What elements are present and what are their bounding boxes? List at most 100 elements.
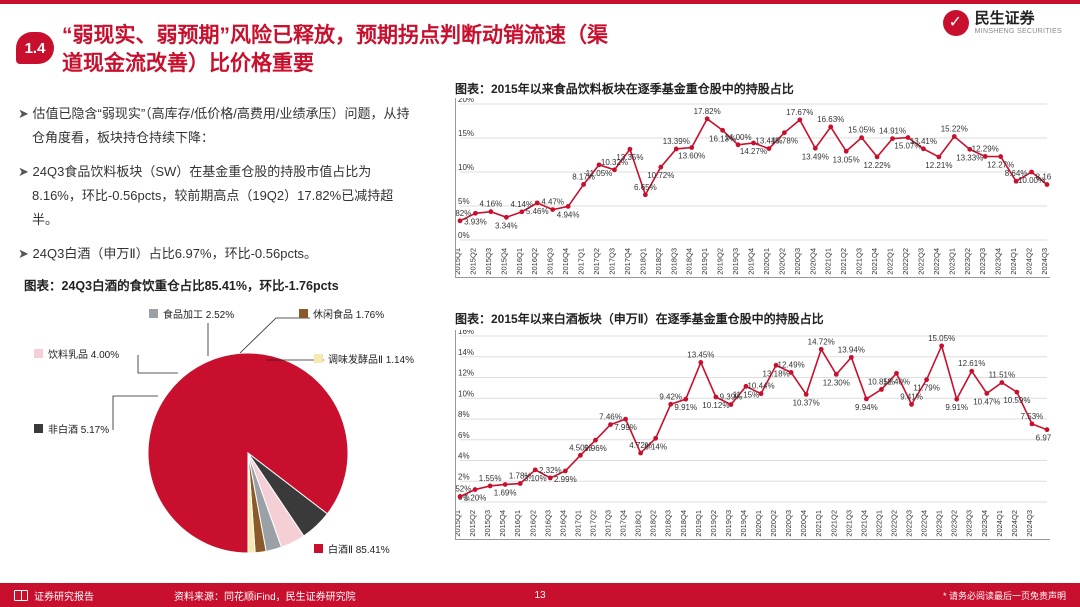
svg-text:17.67%: 17.67%: [786, 108, 813, 117]
svg-text:2022Q4: 2022Q4: [920, 510, 929, 537]
svg-text:2020Q3: 2020Q3: [793, 248, 802, 275]
svg-text:14.27%: 14.27%: [740, 147, 767, 156]
svg-text:4%: 4%: [458, 452, 470, 461]
svg-text:2021Q4: 2021Q4: [859, 510, 868, 537]
line-chart-baijiu: 0%2%4%6%8%10%12%14%16%0.52%1.20%1.55%1.6…: [455, 330, 1050, 540]
svg-text:2020Q1: 2020Q1: [754, 510, 763, 537]
svg-text:2021Q4: 2021Q4: [870, 248, 879, 275]
svg-text:2021Q1: 2021Q1: [824, 248, 833, 275]
svg-text:2016Q3: 2016Q3: [543, 510, 552, 537]
svg-text:2018Q4: 2018Q4: [679, 510, 688, 537]
svg-text:2016Q1: 2016Q1: [515, 248, 524, 275]
svg-text:2018Q2: 2018Q2: [649, 510, 658, 537]
svg-text:12.61%: 12.61%: [958, 359, 985, 368]
svg-text:6.14%: 6.14%: [644, 442, 667, 451]
bullet-item: 估值已隐含“弱现实”（高库存/低价格/高费用/业绩承压）问题，从持仓角度看，板块…: [18, 102, 418, 150]
svg-text:2019Q4: 2019Q4: [739, 510, 748, 537]
chart2-title: 图表：2015年以来白酒板块（申万Ⅱ）在逐季基金重仓股中的持股占比: [455, 310, 824, 327]
bullet-item: 24Q3白酒（申万Ⅱ）占比6.97%，环比-0.56pcts。: [18, 242, 418, 266]
svg-text:12.49%: 12.49%: [778, 360, 805, 369]
svg-text:2019Q3: 2019Q3: [731, 248, 740, 275]
svg-text:15.78%: 15.78%: [771, 137, 798, 146]
svg-text:2019Q1: 2019Q1: [700, 248, 709, 275]
brand-sub: MINSHENG SECURITIES: [975, 28, 1062, 35]
svg-text:2020Q4: 2020Q4: [808, 248, 817, 275]
svg-text:1.69%: 1.69%: [494, 488, 517, 497]
svg-text:12.27%: 12.27%: [987, 161, 1014, 170]
section-number-badge: 1.4: [16, 32, 54, 64]
svg-text:2019Q1: 2019Q1: [694, 510, 703, 537]
svg-text:13.33%: 13.33%: [956, 153, 983, 162]
svg-text:10.12%: 10.12%: [702, 401, 729, 410]
svg-text:9.94%: 9.94%: [855, 403, 878, 412]
svg-text:15.22%: 15.22%: [941, 125, 968, 134]
svg-text:2021Q3: 2021Q3: [844, 510, 853, 537]
svg-text:3.34%: 3.34%: [495, 221, 518, 230]
footer-page-number: 13: [534, 590, 545, 601]
svg-text:2022Q1: 2022Q1: [874, 510, 883, 537]
footer-disclaimer: * 请务必阅读最后一页免责声明: [943, 589, 1066, 602]
svg-text:2022Q1: 2022Q1: [886, 248, 895, 275]
svg-text:非白酒 5.17%: 非白酒 5.17%: [48, 423, 109, 436]
top-accent-bar: [0, 0, 1080, 4]
svg-text:2015Q4: 2015Q4: [498, 510, 507, 537]
svg-text:9.42%: 9.42%: [659, 392, 682, 401]
svg-text:2022Q4: 2022Q4: [932, 248, 941, 275]
svg-text:10%: 10%: [458, 389, 474, 398]
brand-logo: 民生证券 MINSHENG SECURITIES: [943, 10, 1062, 36]
svg-text:2018Q1: 2018Q1: [634, 510, 643, 537]
svg-text:2018Q2: 2018Q2: [654, 248, 663, 275]
svg-text:12%: 12%: [458, 369, 474, 378]
svg-text:2023Q1: 2023Q1: [947, 248, 956, 275]
line-chart-food-beverage: 0%5%10%15%20%2.82%3.93%4.16%3.34%4.14%5.…: [455, 98, 1050, 278]
svg-text:2018Q3: 2018Q3: [669, 248, 678, 275]
svg-text:2023Q4: 2023Q4: [994, 248, 1003, 275]
svg-text:调味发酵品Ⅱ 1.14%: 调味发酵品Ⅱ 1.14%: [328, 353, 414, 366]
svg-text:1.20%: 1.20%: [464, 494, 487, 503]
svg-text:2022Q2: 2022Q2: [901, 248, 910, 275]
svg-text:13.45%: 13.45%: [687, 350, 714, 359]
svg-text:2015Q1: 2015Q1: [456, 510, 462, 537]
svg-text:4.16%: 4.16%: [480, 200, 503, 209]
svg-text:2020Q2: 2020Q2: [777, 248, 786, 275]
svg-text:16%: 16%: [458, 330, 474, 336]
svg-text:10.37%: 10.37%: [793, 398, 820, 407]
svg-text:2024Q1: 2024Q1: [1009, 248, 1018, 275]
svg-text:食品加工 2.52%: 食品加工 2.52%: [163, 308, 234, 321]
svg-text:16.63%: 16.63%: [817, 115, 844, 124]
svg-text:14%: 14%: [458, 348, 474, 357]
svg-text:6%: 6%: [458, 431, 470, 440]
svg-text:5%: 5%: [458, 197, 470, 206]
svg-text:7.46%: 7.46%: [599, 413, 622, 422]
svg-text:15.05%: 15.05%: [928, 334, 955, 343]
svg-text:3.93%: 3.93%: [464, 217, 487, 226]
svg-text:2018Q1: 2018Q1: [638, 248, 647, 275]
svg-text:5.96%: 5.96%: [584, 444, 607, 453]
svg-text:2018Q4: 2018Q4: [685, 248, 694, 275]
bullet-item: 24Q3食品饮料板块（SW）在基金重仓股的持股市值占比为8.16%，环比-0.5…: [18, 160, 418, 232]
svg-text:11.51%: 11.51%: [989, 371, 1016, 380]
svg-text:2020Q3: 2020Q3: [784, 510, 793, 537]
svg-text:4.94%: 4.94%: [557, 210, 580, 219]
brand-name: 民生证券: [975, 11, 1062, 28]
svg-text:2023Q4: 2023Q4: [980, 510, 989, 537]
svg-text:2021Q1: 2021Q1: [814, 510, 823, 537]
svg-text:3.10%: 3.10%: [524, 474, 547, 483]
svg-text:2.99%: 2.99%: [554, 475, 577, 484]
svg-text:2023Q3: 2023Q3: [978, 248, 987, 275]
svg-text:2019Q2: 2019Q2: [716, 248, 725, 275]
svg-text:2021Q3: 2021Q3: [855, 248, 864, 275]
svg-text:2017Q1: 2017Q1: [577, 248, 586, 275]
svg-text:10.72%: 10.72%: [647, 171, 674, 180]
svg-text:2020Q1: 2020Q1: [762, 248, 771, 275]
svg-text:13.41%: 13.41%: [910, 137, 937, 146]
svg-text:2016Q4: 2016Q4: [561, 248, 570, 275]
svg-text:2015Q2: 2015Q2: [468, 248, 477, 275]
svg-text:2015Q3: 2015Q3: [483, 510, 492, 537]
svg-text:2024Q3: 2024Q3: [1040, 248, 1049, 275]
svg-text:2017Q4: 2017Q4: [623, 248, 632, 275]
svg-text:15.05%: 15.05%: [848, 126, 875, 135]
svg-text:2019Q3: 2019Q3: [724, 510, 733, 537]
svg-text:2019Q4: 2019Q4: [747, 248, 756, 275]
svg-text:6.65%: 6.65%: [634, 183, 657, 192]
